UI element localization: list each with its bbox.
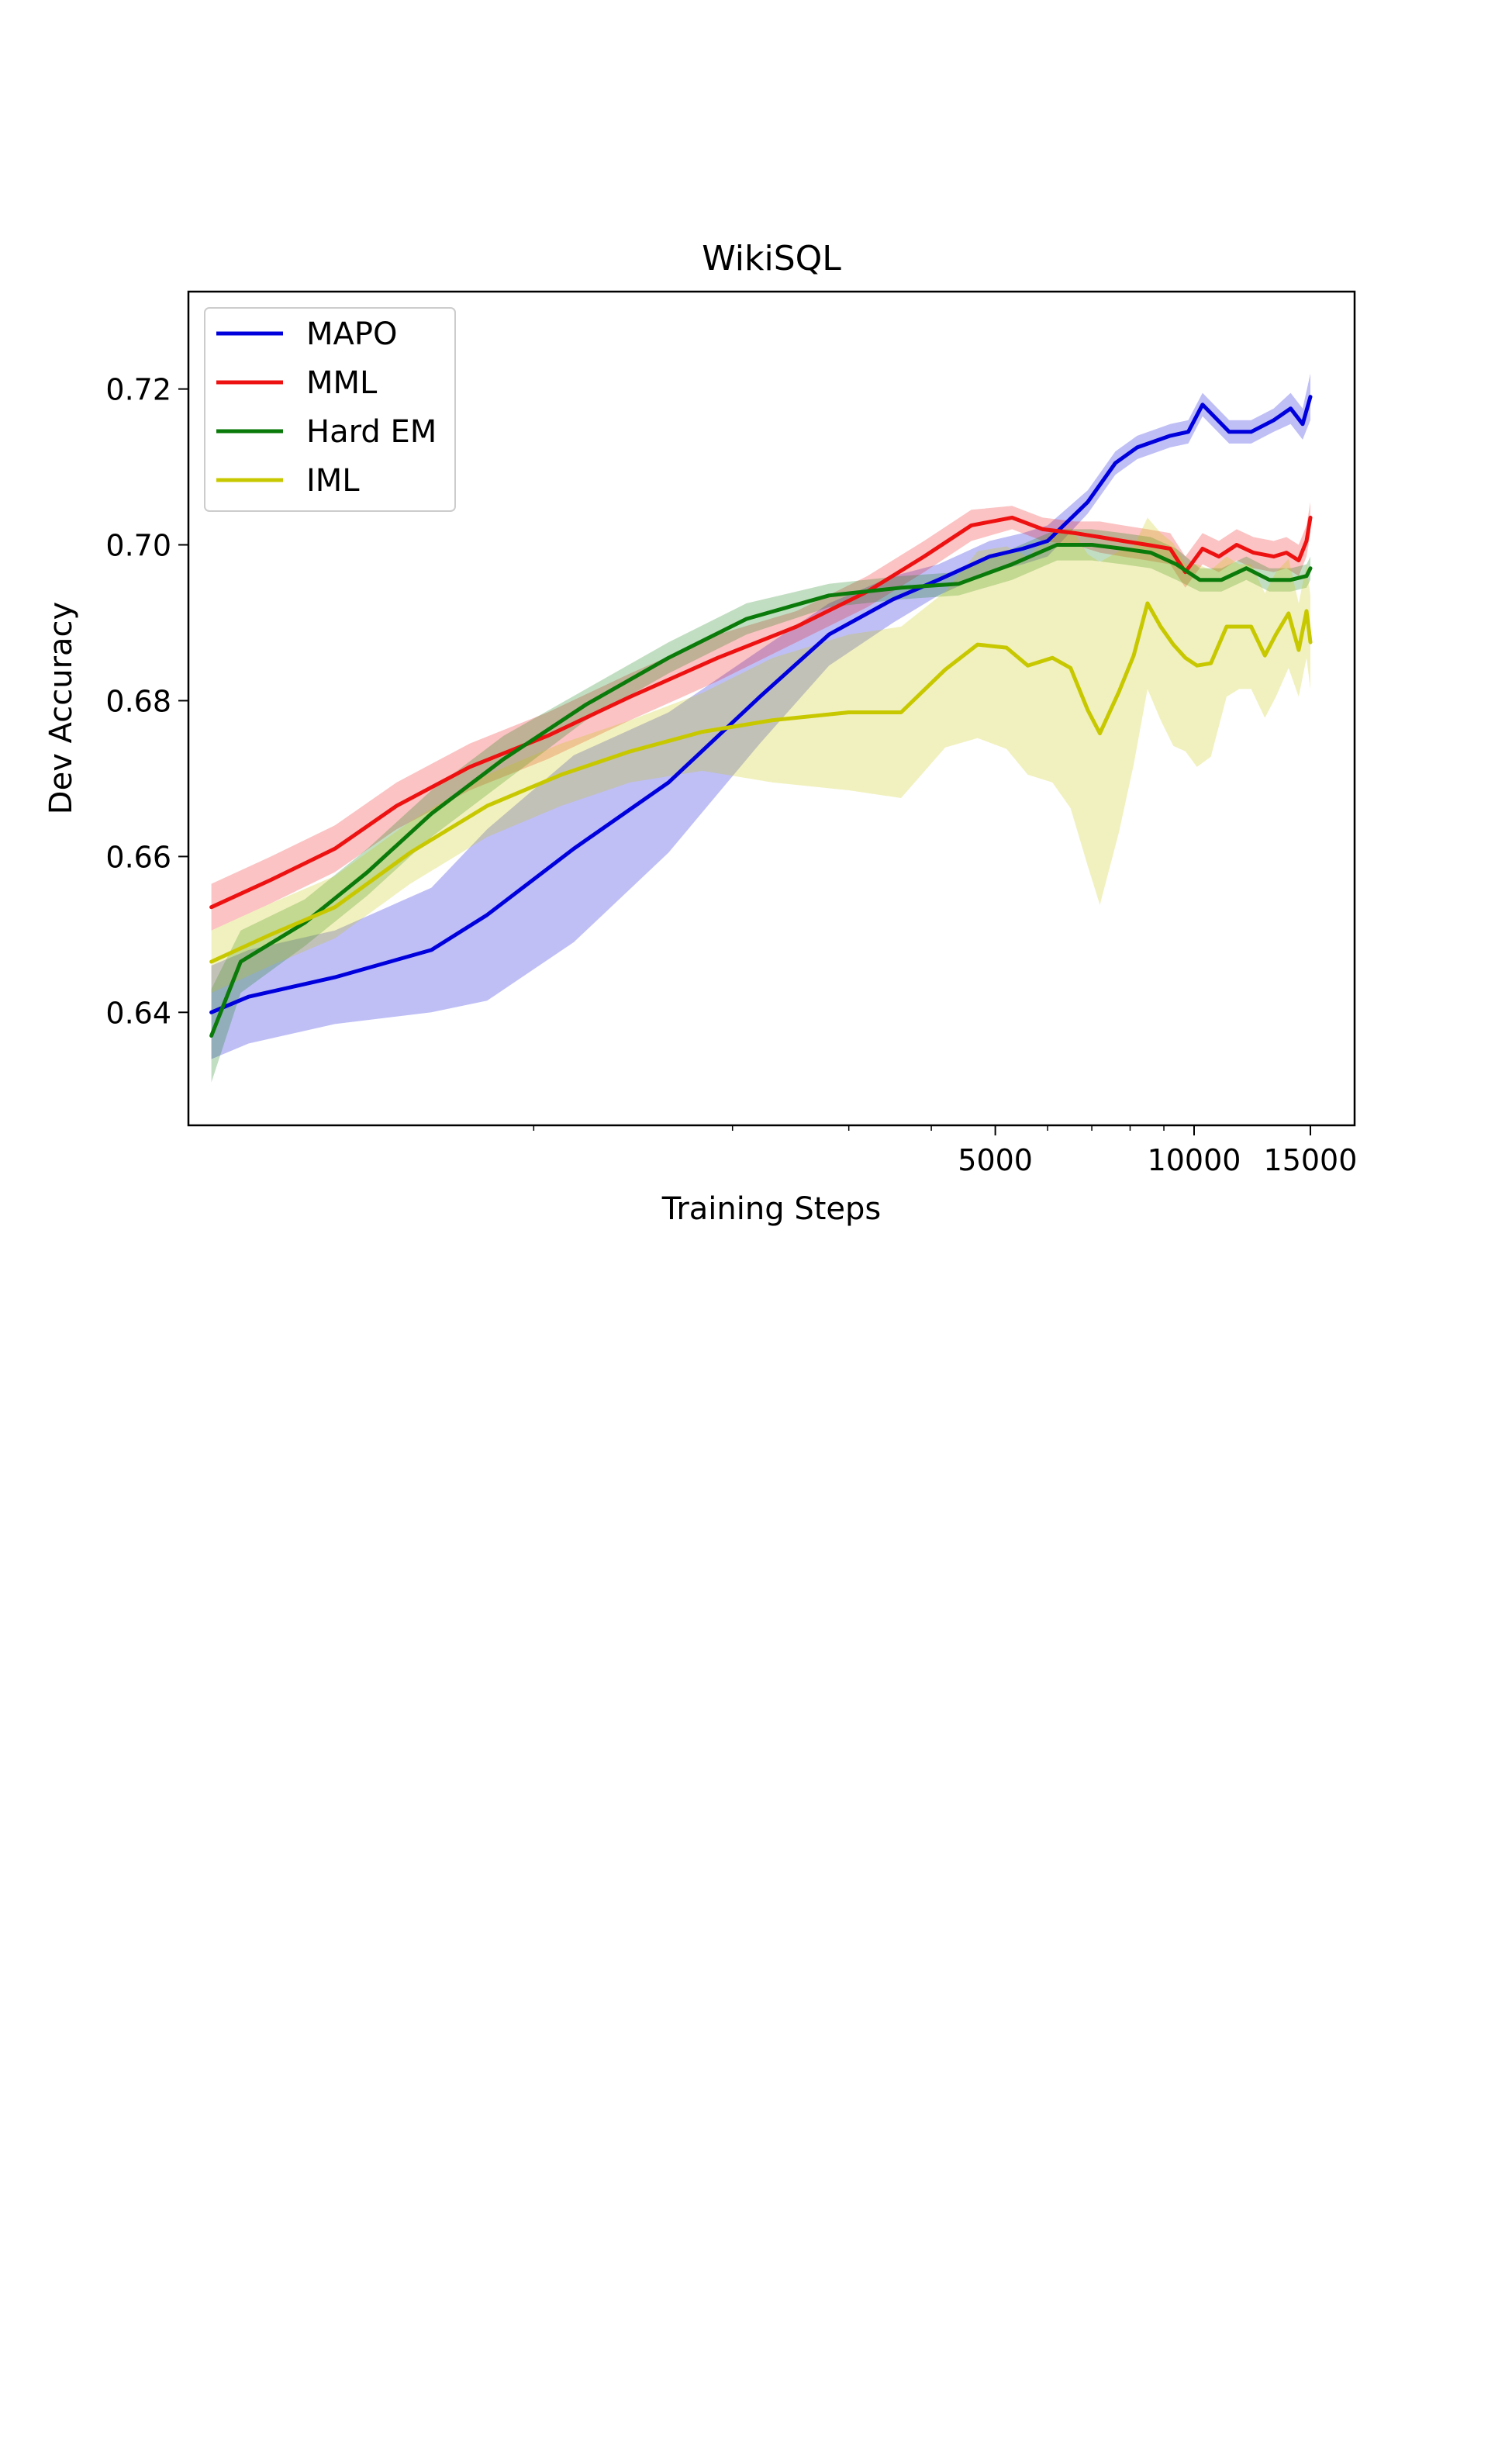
x-axis-label: Training Steps — [661, 1191, 881, 1227]
y-tick-label: 0.64 — [105, 996, 171, 1030]
legend-label-hard-em: Hard EM — [306, 414, 437, 450]
legend-box — [204, 307, 456, 512]
band-mml — [211, 502, 1311, 931]
band-hard-em — [211, 529, 1311, 1083]
legend-label-iml: IML — [306, 463, 360, 499]
x-tick-label: 10000 — [1148, 1143, 1241, 1177]
axes: 0.64 0.66 0.68 0.70 0.72 5000 10000 15000 — [105, 373, 1357, 1177]
line-iml — [209, 601, 1313, 964]
y-tick-label: 0.66 — [105, 840, 171, 874]
series-lines — [209, 395, 1313, 1038]
plot-frame — [187, 290, 1356, 1127]
y-axis-label: Dev Accuracy — [43, 602, 79, 814]
line-hard-em — [209, 543, 1313, 1038]
legend: MAPO MML Hard EM IML — [204, 307, 456, 512]
legend-label-mml: MML — [306, 365, 378, 401]
chart-title: WikiSQL — [702, 239, 841, 278]
band-iml — [211, 517, 1311, 993]
y-tick-label: 0.70 — [105, 529, 171, 563]
legend-label-mapo: MAPO — [306, 316, 397, 352]
x-tick-label: 5000 — [958, 1143, 1033, 1177]
y-tick-label: 0.68 — [105, 684, 171, 718]
y-tick-label: 0.72 — [105, 373, 171, 407]
legend-entries: MAPO MML Hard EM IML — [216, 316, 437, 499]
x-tick-label: 15000 — [1264, 1143, 1358, 1177]
line-mapo — [209, 395, 1313, 1014]
